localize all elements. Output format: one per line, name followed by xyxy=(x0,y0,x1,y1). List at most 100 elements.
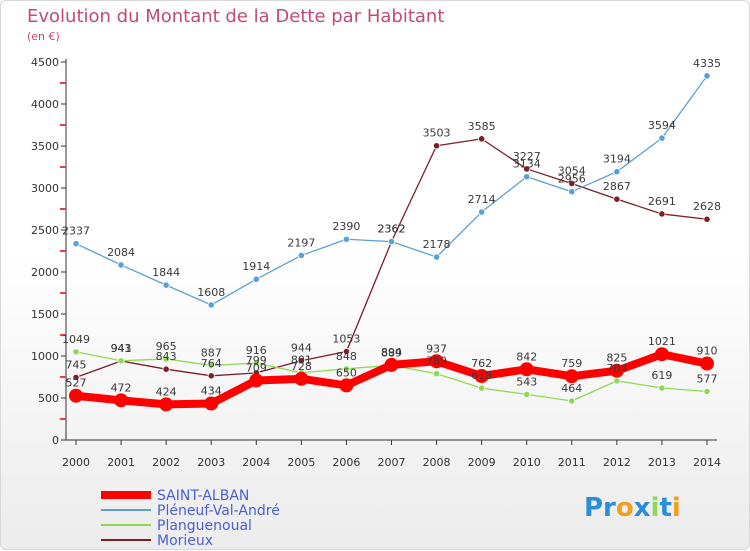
data-point xyxy=(568,397,576,405)
data-point xyxy=(204,396,219,411)
data-label: 3194 xyxy=(603,153,631,166)
data-point xyxy=(342,347,351,356)
data-point xyxy=(339,378,354,393)
data-label: 2691 xyxy=(648,195,676,208)
y-tick-label: 3000 xyxy=(31,182,59,195)
data-point xyxy=(654,347,669,362)
logo-part: o xyxy=(616,493,634,523)
x-tick-label: 2014 xyxy=(693,456,721,469)
data-point xyxy=(568,179,576,188)
data-point xyxy=(523,173,531,181)
data-label: 764 xyxy=(201,357,222,370)
data-label: 3227 xyxy=(513,150,541,163)
x-tick-label: 2011 xyxy=(558,456,586,469)
data-label: 910 xyxy=(697,345,718,358)
data-label: 4335 xyxy=(693,57,721,70)
data-point xyxy=(658,210,666,218)
data-point xyxy=(474,368,489,383)
legend: SAINT-ALBANPléneuf-Val-AndréPlanguenoual… xyxy=(101,488,280,549)
data-label: 618 xyxy=(471,369,492,382)
data-label: 728 xyxy=(291,360,312,373)
data-point xyxy=(342,235,351,243)
y-tick-label: 2500 xyxy=(31,224,59,237)
logo-part: i xyxy=(651,493,660,523)
data-label: 2390 xyxy=(332,220,360,233)
data-point xyxy=(523,165,531,173)
x-tick-label: 2000 xyxy=(62,456,90,469)
data-point xyxy=(249,373,264,388)
data-label: 887 xyxy=(201,346,222,359)
data-point xyxy=(117,357,125,365)
data-label: 709 xyxy=(246,361,267,374)
data-point xyxy=(159,397,174,412)
data-label: 3054 xyxy=(558,164,586,177)
data-label: 965 xyxy=(156,340,177,353)
data-label: 842 xyxy=(516,350,537,363)
logo-part: Pr xyxy=(584,493,616,523)
data-point xyxy=(207,361,215,370)
data-point xyxy=(478,208,486,216)
data-point xyxy=(294,371,309,386)
data-point xyxy=(703,215,711,223)
data-point xyxy=(342,365,351,373)
svg-text:Proxiti: Proxiti xyxy=(584,493,681,523)
data-label: 1844 xyxy=(152,266,180,279)
data-label: 801 xyxy=(291,354,312,367)
data-point xyxy=(613,377,621,385)
x-tick-label: 2007 xyxy=(378,456,406,469)
data-label: 1021 xyxy=(648,335,676,348)
data-point xyxy=(252,359,260,367)
data-label: 434 xyxy=(201,385,222,398)
data-label: 894 xyxy=(381,346,402,359)
legend-label: Pléneuf-Val-André xyxy=(157,503,280,519)
data-label: 943 xyxy=(111,342,132,355)
data-label: 825 xyxy=(606,352,627,365)
data-point xyxy=(387,237,396,246)
data-label: 543 xyxy=(516,375,537,388)
x-tick-label: 2001 xyxy=(107,456,135,469)
data-label: 472 xyxy=(111,381,132,394)
data-label: 527 xyxy=(66,377,87,390)
data-label: 937 xyxy=(426,342,447,355)
y-tick-label: 2000 xyxy=(31,266,59,279)
data-label: 2337 xyxy=(62,225,90,238)
series-lines xyxy=(69,72,714,412)
data-label: 2084 xyxy=(107,246,135,259)
y-tick-label: 3500 xyxy=(31,140,59,153)
data-point xyxy=(114,393,129,408)
data-label: 650 xyxy=(336,366,357,379)
x-tick-label: 2012 xyxy=(603,456,631,469)
y-tick-label: 1500 xyxy=(31,308,59,321)
data-point xyxy=(252,275,260,283)
data-label: 944 xyxy=(291,342,312,355)
data-label: 704 xyxy=(606,362,627,375)
data-label: 916 xyxy=(246,344,267,357)
data-point xyxy=(703,72,711,80)
x-tick-label: 2005 xyxy=(287,456,315,469)
data-point xyxy=(478,384,486,392)
data-point xyxy=(384,357,399,372)
data-point xyxy=(703,387,711,396)
data-label: 2197 xyxy=(287,236,315,249)
data-point xyxy=(564,369,579,384)
data-label: 2714 xyxy=(468,193,496,206)
data-label: 619 xyxy=(651,369,672,382)
data-label: 799 xyxy=(246,354,267,367)
data-point xyxy=(432,253,441,261)
data-label: 843 xyxy=(156,350,177,363)
data-point xyxy=(297,251,305,260)
y-tick-label: 0 xyxy=(52,434,59,447)
data-point xyxy=(613,168,621,176)
data-label: 759 xyxy=(561,357,582,370)
data-point xyxy=(568,188,576,196)
legend-label: Morieux xyxy=(157,533,213,549)
data-point xyxy=(432,142,441,150)
data-point xyxy=(162,355,170,363)
data-point xyxy=(162,281,170,289)
data-label: 464 xyxy=(561,382,582,395)
data-label: 3503 xyxy=(423,127,451,140)
data-point xyxy=(700,356,714,371)
x-tick-label: 2003 xyxy=(197,456,225,469)
